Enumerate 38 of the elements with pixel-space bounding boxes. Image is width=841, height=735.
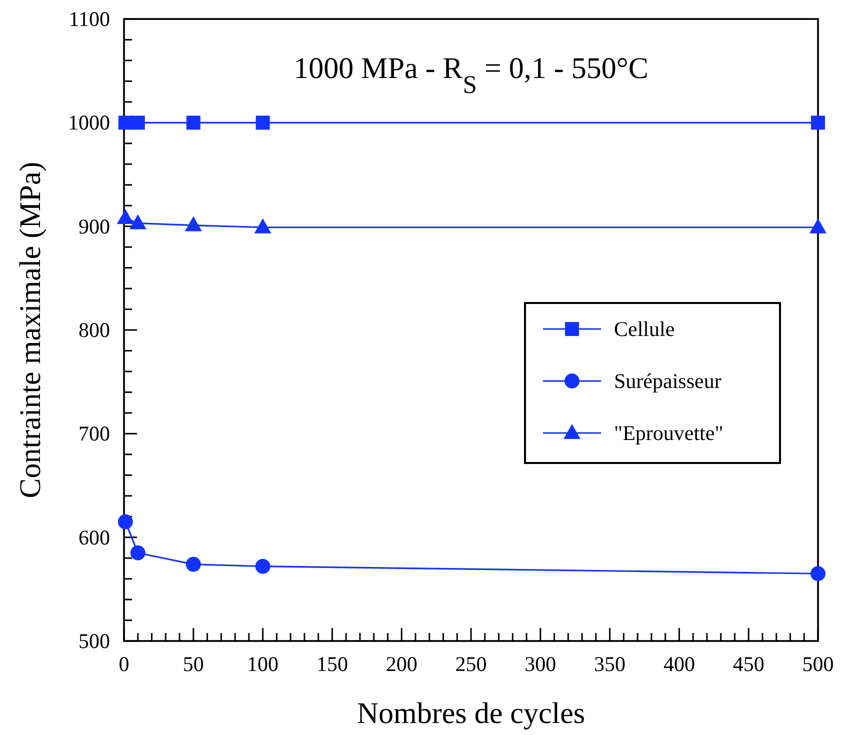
point (116, 209, 134, 224)
y-tick-label: 700 (78, 422, 110, 446)
point (130, 545, 146, 560)
x-tick-label: 300 (524, 652, 556, 676)
x-tick-label: 150 (316, 652, 348, 676)
x-tick-label: 500 (802, 652, 834, 676)
point (254, 218, 272, 234)
y-tick-label: 800 (78, 318, 110, 342)
point (186, 116, 200, 130)
x-tick-label: 100 (247, 652, 279, 676)
legend-label: Cellule (614, 317, 675, 341)
point (186, 556, 201, 572)
text: 1000 MPa - R$_{S}$ = 0,1 - 550°C (294, 52, 648, 98)
point (256, 116, 270, 130)
y-tick-label: 500 (78, 629, 110, 653)
y-tick-label: 1100 (68, 7, 110, 31)
point (118, 514, 133, 530)
point (255, 558, 270, 574)
x-tick-label: 200 (386, 652, 418, 676)
point (811, 116, 825, 130)
x-axis-title: Nombres de cycles (356, 697, 586, 730)
x-tick-label: 350 (594, 652, 626, 676)
x-tick-label: 50 (182, 652, 204, 676)
legend-label: Surépaisseur (614, 369, 722, 393)
legend-label: "Eprouvette" (614, 421, 724, 445)
y-tick-label: 600 (78, 525, 110, 550)
point (810, 218, 826, 234)
point (129, 214, 146, 230)
x-tick-label: 450 (732, 652, 764, 676)
x-tick-label: 0 (118, 652, 130, 676)
x-tick-label: 250 (455, 652, 487, 676)
y-tick-label: 1000 (68, 110, 110, 135)
point (130, 116, 145, 130)
y-tick-label: 900 (78, 214, 110, 238)
point (184, 216, 202, 232)
x-tick-label: 400 (663, 652, 695, 676)
y-axis-title: Contrainte maximale (MPa) (14, 162, 47, 498)
point (810, 566, 826, 582)
